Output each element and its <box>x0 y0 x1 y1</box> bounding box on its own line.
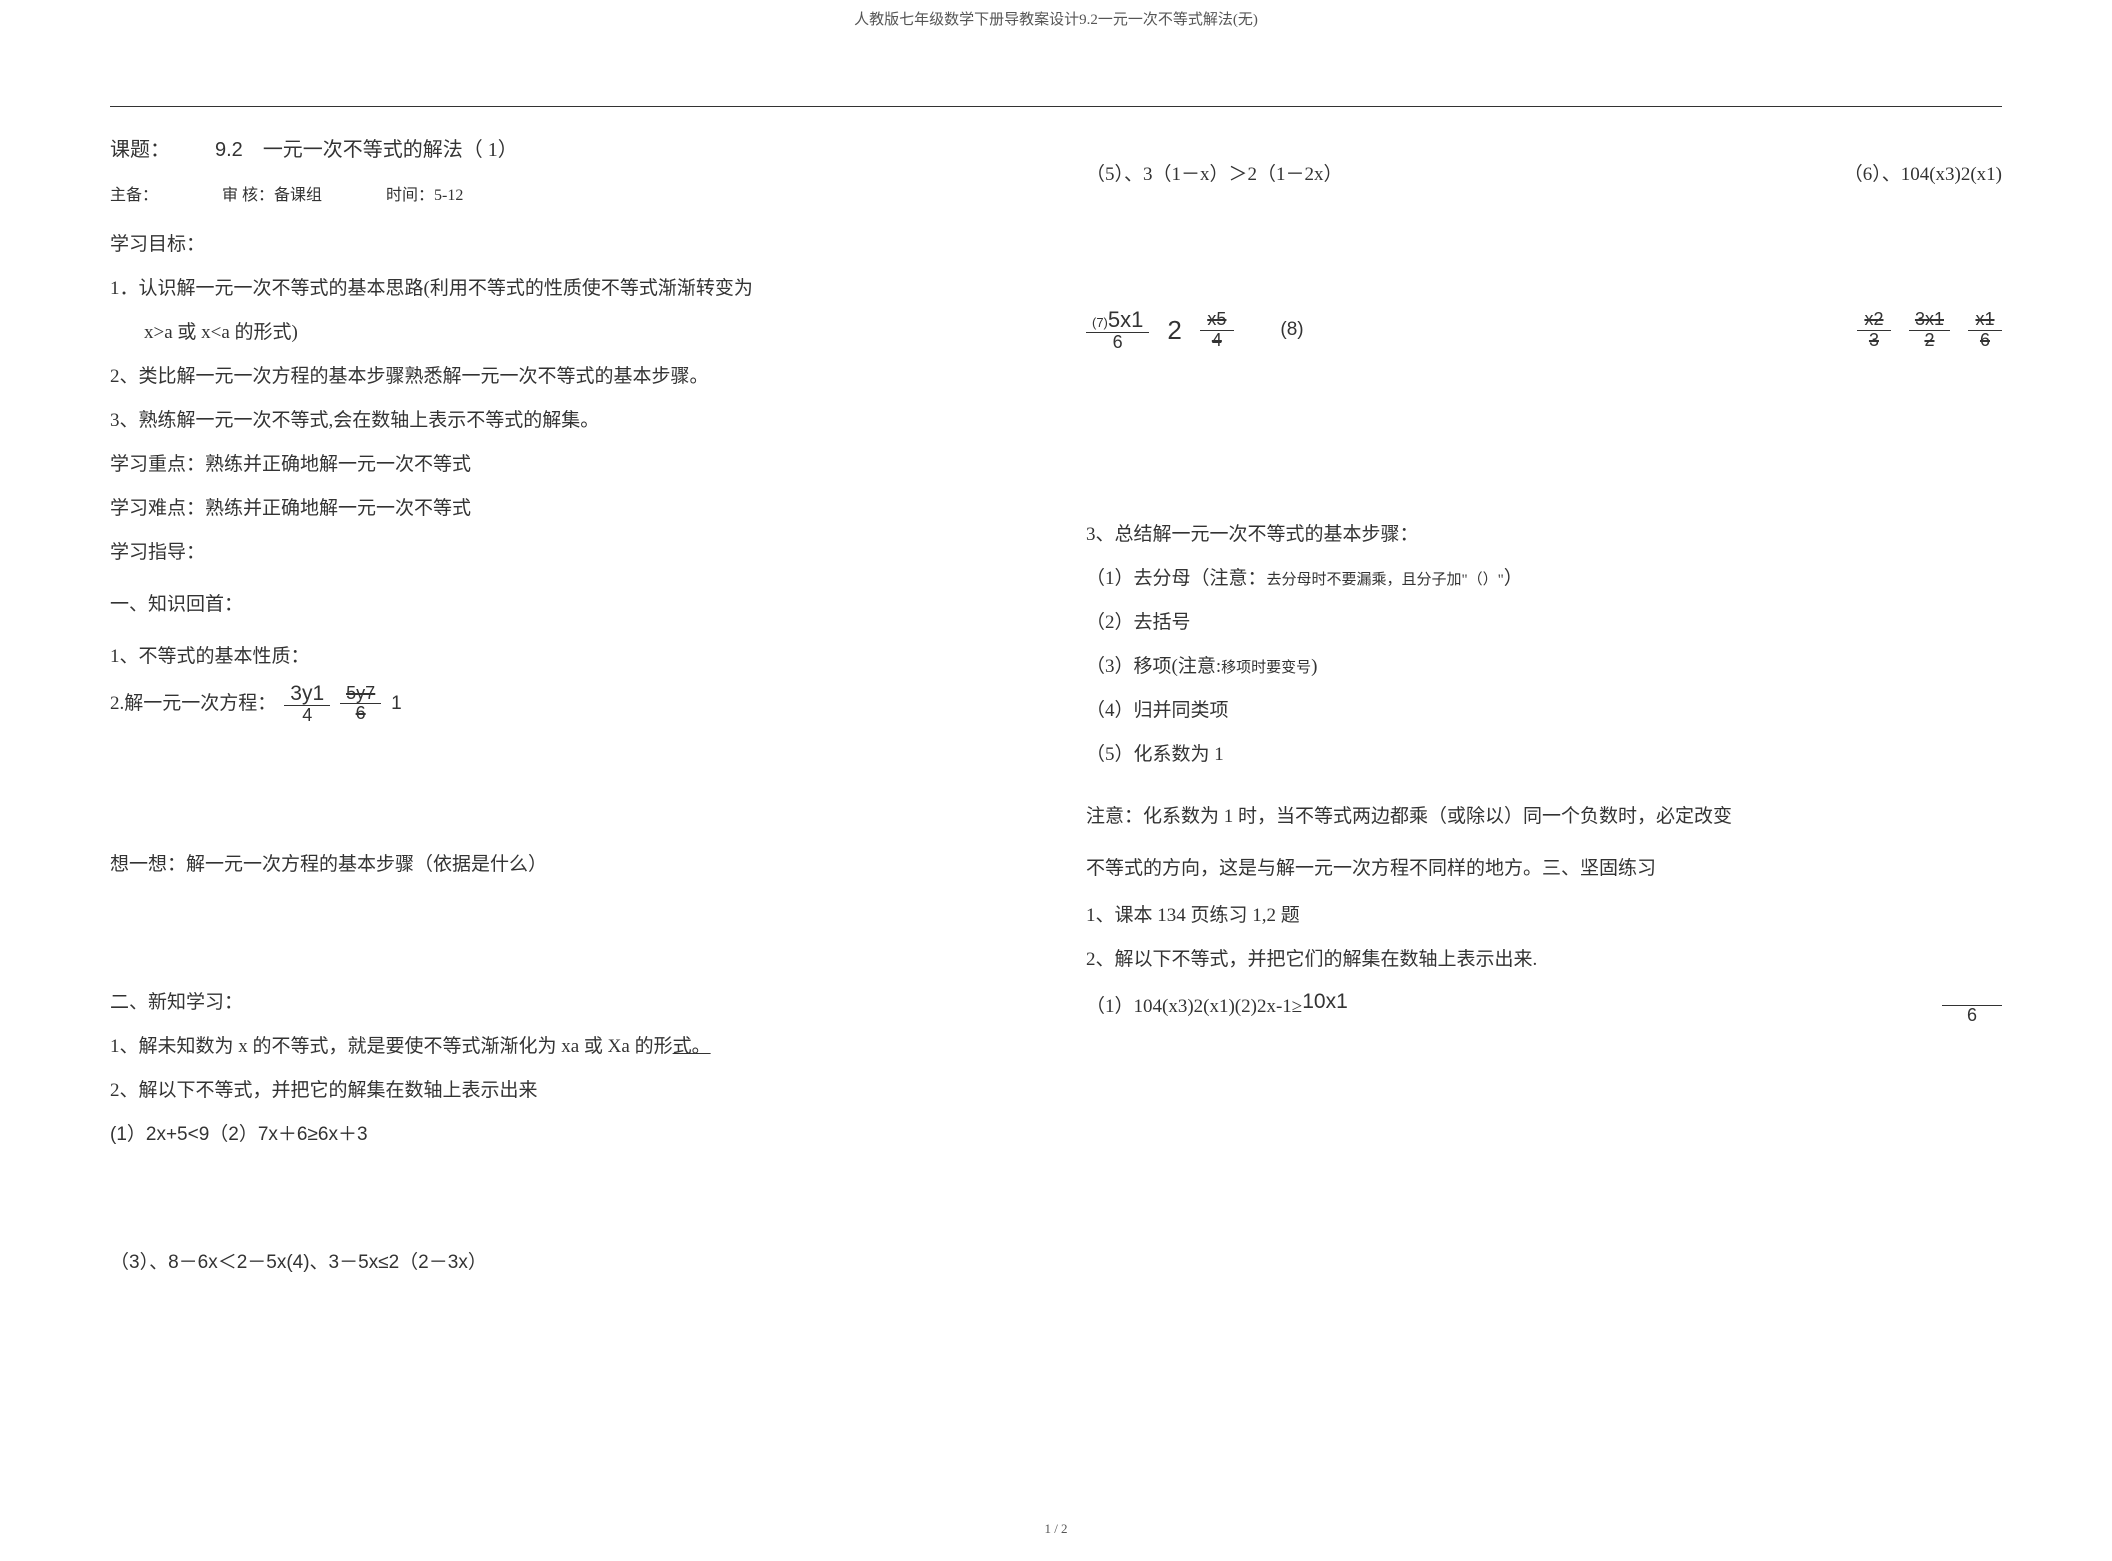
p8-fb: 3x1 2 <box>1909 310 1950 351</box>
exercise-3-row: （1）104(x3)2(x1)(2)2x-1≥10x1 6 <box>1086 985 2002 1027</box>
step-1: （1）去分母（注意：去分母时不要漏乘，且分子加"（）"） <box>1086 560 2002 598</box>
step-3-end: ) <box>1311 656 1317 677</box>
p8-fb-top: 3x1 <box>1909 310 1950 331</box>
equation-row: 2.解一元一次方程： 3y1 4 5y7 6 1 <box>110 682 1026 726</box>
frac-2-top: 5y7 <box>340 684 381 705</box>
page-body: 课题： 9.2 一元一次不等式的解法（ 1） 主备： 审 核：备课组 时间：5-… <box>110 130 2002 1481</box>
think: 想一想：解一元一次方程的基本步骤（依据是什么） <box>110 846 1026 884</box>
problem-1-2: (1）2x+5<9（2）7x＋6≥6x＋3 <box>110 1116 1026 1154</box>
p8-fc-top: x1 <box>1968 310 2002 331</box>
title-text: 一元一次不等式的解法（ 1） <box>263 139 518 161</box>
ex3a-text: （1）104(x3)2(x1)(2)2x-1≥ <box>1086 996 1302 1017</box>
guide: 学习指导： <box>110 534 1026 572</box>
info-row: 主备： 审 核：备课组 时间：5-12 <box>110 180 1026 212</box>
new-1-text: 1、解未知数为 x 的不等式，就是要使不等式渐渐化为 xa 或 Xa 的形 <box>110 1036 673 1057</box>
step-3-a: （3）移项(注意: <box>1086 656 1221 677</box>
frac-1-bot: 4 <box>296 706 318 726</box>
problem-6: （6）、104(x3)2(x1) <box>1844 156 2002 194</box>
focus: 学习重点：熟练并正确地解一元一次不等式 <box>110 446 1026 484</box>
goals-heading: 学习目标： <box>110 226 1026 264</box>
exercise-3a: （1）104(x3)2(x1)(2)2x-1≥10x1 <box>1086 985 1348 1027</box>
section-1: 一、知识回首： <box>110 586 1026 624</box>
title-number: 9.2 <box>215 139 243 161</box>
info-review: 审 核：备课组 <box>222 187 322 204</box>
p7-f1-bot: 6 <box>1107 333 1129 353</box>
step-4: （4）归并同类项 <box>1086 692 2002 730</box>
new-1-underline: 式。 <box>673 1036 711 1057</box>
step-1-a: （1）去分母（注意： <box>1086 568 1267 589</box>
frac-2-bot: 6 <box>350 704 372 724</box>
right-column: （5）、3（1－x）＞2（1－2x） （6）、104(x3)2(x1) (7)5… <box>1086 130 2002 1481</box>
note-1: 注意：化系数为 1 时，当不等式两边都乘（或除以）同一个负数时，必定改变 <box>1086 794 2002 840</box>
exercise-1: 1、课本 134 页练习 1,2 题 <box>1086 897 2002 935</box>
eq-label: 2.解一元一次方程： <box>110 685 276 723</box>
p8-label: (8) <box>1280 311 1303 349</box>
p8-fa-top: x2 <box>1857 310 1891 331</box>
note-2: 不等式的方向，这是与解一元一次方程不同样的地方。三、坚固练习 <box>1086 846 2002 892</box>
p7-frac-2: x5 4 <box>1200 310 1234 351</box>
page-header: 人教版七年级数学下册导教案设计9.2一元一次不等式解法(无) <box>0 0 2112 29</box>
p7-f1-top: (7)5x1 <box>1086 308 1149 333</box>
p8-fc: x1 6 <box>1968 310 2002 351</box>
info-author: 主备： <box>110 187 158 204</box>
info-time: 时间：5-12 <box>386 187 463 204</box>
step-2: （2）去括号 <box>1086 604 2002 642</box>
frac-2: 5y7 6 <box>340 684 381 725</box>
problem-5-6-row: （5）、3（1－x）＞2（1－2x） （6）、104(x3)2(x1) <box>1086 156 2002 194</box>
step-1-note: 去分母时不要漏乘，且分子加"（）" <box>1267 572 1504 588</box>
goal-1b: x>a 或 x<a 的形式) <box>110 314 1026 352</box>
problem-3-4: （3）、8－6x＜2－5x(4)、3－5x≤2（2－3x） <box>110 1244 1026 1282</box>
step-3: （3）移项(注意:移项时要变号) <box>1086 648 2002 686</box>
problem-8-fracs: x2 3 3x1 2 x1 6 <box>1857 310 2002 351</box>
ex3-frac: 6 <box>1942 985 2002 1026</box>
goal-1a: 1．认识解一元一次不等式的基本思路(利用不等式的性质使不等式渐渐转变为 <box>110 270 1026 308</box>
lesson-title: 课题： 9.2 一元一次不等式的解法（ 1） <box>110 130 1026 170</box>
summary-head: 3、总结解一元一次不等式的基本步骤： <box>1086 516 2002 554</box>
eq-tail: 1 <box>391 685 402 723</box>
difficulty: 学习难点：熟练并正确地解一元一次不等式 <box>110 490 1026 528</box>
header-rule <box>110 106 2002 107</box>
ex3-sup: 10x1 <box>1302 990 1348 1013</box>
p7-big2: 2 <box>1167 304 1181 356</box>
exercise-2: 2、解以下不等式，并把它们的解集在数轴上表示出来. <box>1086 941 2002 979</box>
p8-fa-bot: 3 <box>1863 331 1885 351</box>
ex3-frac-bot: 6 <box>1961 1006 1983 1026</box>
section-2: 二、新知学习： <box>110 984 1026 1022</box>
p7-f2-bot: 4 <box>1206 331 1228 351</box>
p8-fc-bot: 6 <box>1974 331 1996 351</box>
frac-1-top: 3y1 <box>284 682 330 706</box>
problem-7-8-row: (7)5x1 6 2 x5 4 (8) x2 3 3x1 <box>1086 304 2002 356</box>
p8-fb-bot: 2 <box>1918 331 1940 351</box>
step-3-note: 移项时要变号 <box>1221 660 1311 676</box>
new-2: 2、解以下不等式，并把它的解集在数轴上表示出来 <box>110 1072 1026 1110</box>
p7-f1-top-val: 5x1 <box>1108 307 1143 332</box>
ex3-frac-top <box>1942 985 2002 1006</box>
step-1-end: ） <box>1504 568 1523 589</box>
p7-frac-1: (7)5x1 6 <box>1086 308 1149 353</box>
problem-7: (7)5x1 6 2 x5 4 (8) <box>1086 304 1304 356</box>
goal-3: 3、熟练解一元一次不等式,会在数轴上表示不等式的解集。 <box>110 402 1026 440</box>
p7-f2-top: x5 <box>1200 310 1234 331</box>
eq-fractions: 3y1 4 5y7 6 1 <box>284 682 401 726</box>
properties: 1、不等式的基本性质： <box>110 638 1026 676</box>
title-label: 课题： <box>110 139 170 161</box>
p8-fa: x2 3 <box>1857 310 1891 351</box>
page-footer: 1 / 2 <box>0 1521 2112 1537</box>
new-1: 1、解未知数为 x 的不等式，就是要使不等式渐渐化为 xa 或 Xa 的形式。 <box>110 1028 1026 1066</box>
step-5: （5）化系数为 1 <box>1086 736 2002 774</box>
frac-1: 3y1 4 <box>284 682 330 726</box>
goal-2: 2、类比解一元一次方程的基本步骤熟悉解一元一次不等式的基本步骤。 <box>110 358 1026 396</box>
left-column: 课题： 9.2 一元一次不等式的解法（ 1） 主备： 审 核：备课组 时间：5-… <box>110 130 1026 1481</box>
problem-5: （5）、3（1－x）＞2（1－2x） <box>1086 156 1343 194</box>
p7-sup: (7) <box>1092 315 1108 330</box>
